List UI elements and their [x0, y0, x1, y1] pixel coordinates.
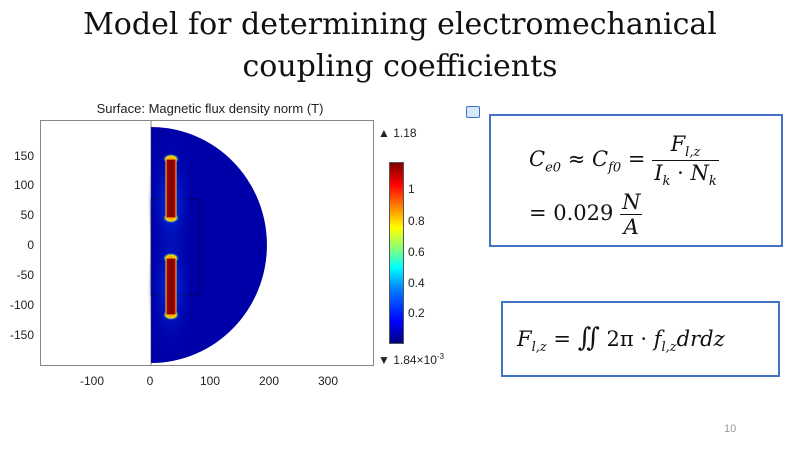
page-number: 10: [724, 423, 737, 435]
subscript: k: [662, 174, 671, 190]
two-pi-term: 2π ·: [606, 327, 654, 351]
field-plot: [147, 121, 267, 365]
x-tick: -100: [79, 374, 105, 388]
x-tick: 0: [146, 374, 154, 388]
plot-title: Surface: Magnetic flux density norm (T): [96, 101, 324, 116]
equals-sign: =: [553, 327, 572, 351]
subscript: l,z: [531, 340, 547, 356]
plot-area: [40, 120, 374, 366]
subscript: e0: [545, 160, 562, 176]
equation-line-1: Ce0 ≈ Cf0 = Fl,z Ik · Nk: [529, 132, 719, 189]
colorbar-min-label: ▼ 1.84×10-3: [378, 352, 444, 367]
equals-sign: =: [627, 147, 646, 172]
slide-title-line-1: Model for determining electromechanical: [83, 7, 717, 42]
y-tick: 50: [20, 208, 34, 222]
symbol-f-density: f: [653, 327, 662, 351]
fraction: Fl,z Ik · Nk: [652, 132, 719, 189]
y-tick: -100: [9, 298, 34, 312]
unit-a: A: [623, 215, 639, 239]
symbol-c: C: [529, 147, 546, 172]
symbol-f: F: [670, 132, 686, 156]
symbol-i: I: [654, 161, 663, 186]
subscript: l,z: [661, 340, 677, 356]
unit-fraction: N A: [620, 190, 643, 239]
symbol-c: C: [592, 147, 609, 172]
colorbar-min-exponent: -3: [436, 352, 445, 361]
x-tick: 100: [199, 374, 221, 388]
y-tick: 150: [13, 149, 34, 163]
symbol-n: N: [690, 161, 709, 186]
coil-upper: [165, 158, 177, 219]
approx-sign: ≈: [567, 147, 586, 172]
colorbar-max-label: ▲ 1.18: [378, 126, 417, 140]
colorbar-tick: 0.6: [408, 245, 425, 259]
dot: ·: [677, 161, 684, 186]
differential: drdz: [676, 327, 725, 351]
equation-force: Fl,z = ∬ 2π · fl,zdrdz: [517, 323, 725, 355]
colorbar-tick: 0.8: [408, 214, 425, 228]
coil-lower: [165, 257, 177, 316]
x-tick: 300: [317, 374, 339, 388]
y-tick: 100: [13, 178, 34, 192]
subscript: k: [708, 174, 717, 190]
colorbar-min-value: ▼ 1.84×10: [378, 353, 437, 367]
double-integral: ∬: [577, 323, 600, 353]
subscript: f0: [608, 160, 622, 176]
image-icon[interactable]: [466, 106, 480, 118]
equation-box-force: Fl,z = ∬ 2π · fl,zdrdz: [501, 301, 780, 377]
result-value: = 0.029: [529, 201, 614, 225]
unit-n: N: [622, 190, 641, 214]
colorbar-tick: 0.4: [408, 276, 425, 290]
y-tick: 0: [27, 238, 34, 252]
y-tick: -150: [9, 328, 34, 342]
slide-title: Model for determining electromechanical …: [0, 4, 800, 88]
equation-box-coupling: Ce0 ≈ Cf0 = Fl,z Ik · Nk = 0.029 N A: [489, 114, 783, 247]
equation-line-2: = 0.029 N A: [529, 190, 643, 239]
y-tick: -50: [16, 268, 34, 282]
colorbar-tick: 1: [408, 182, 415, 196]
symbol-f: F: [517, 327, 532, 351]
x-tick: 200: [258, 374, 280, 388]
slide-title-line-2: coupling coefficients: [242, 49, 558, 84]
colorbar: [389, 162, 404, 344]
subscript: l,z: [685, 145, 701, 161]
colorbar-tick: 0.2: [408, 306, 425, 320]
